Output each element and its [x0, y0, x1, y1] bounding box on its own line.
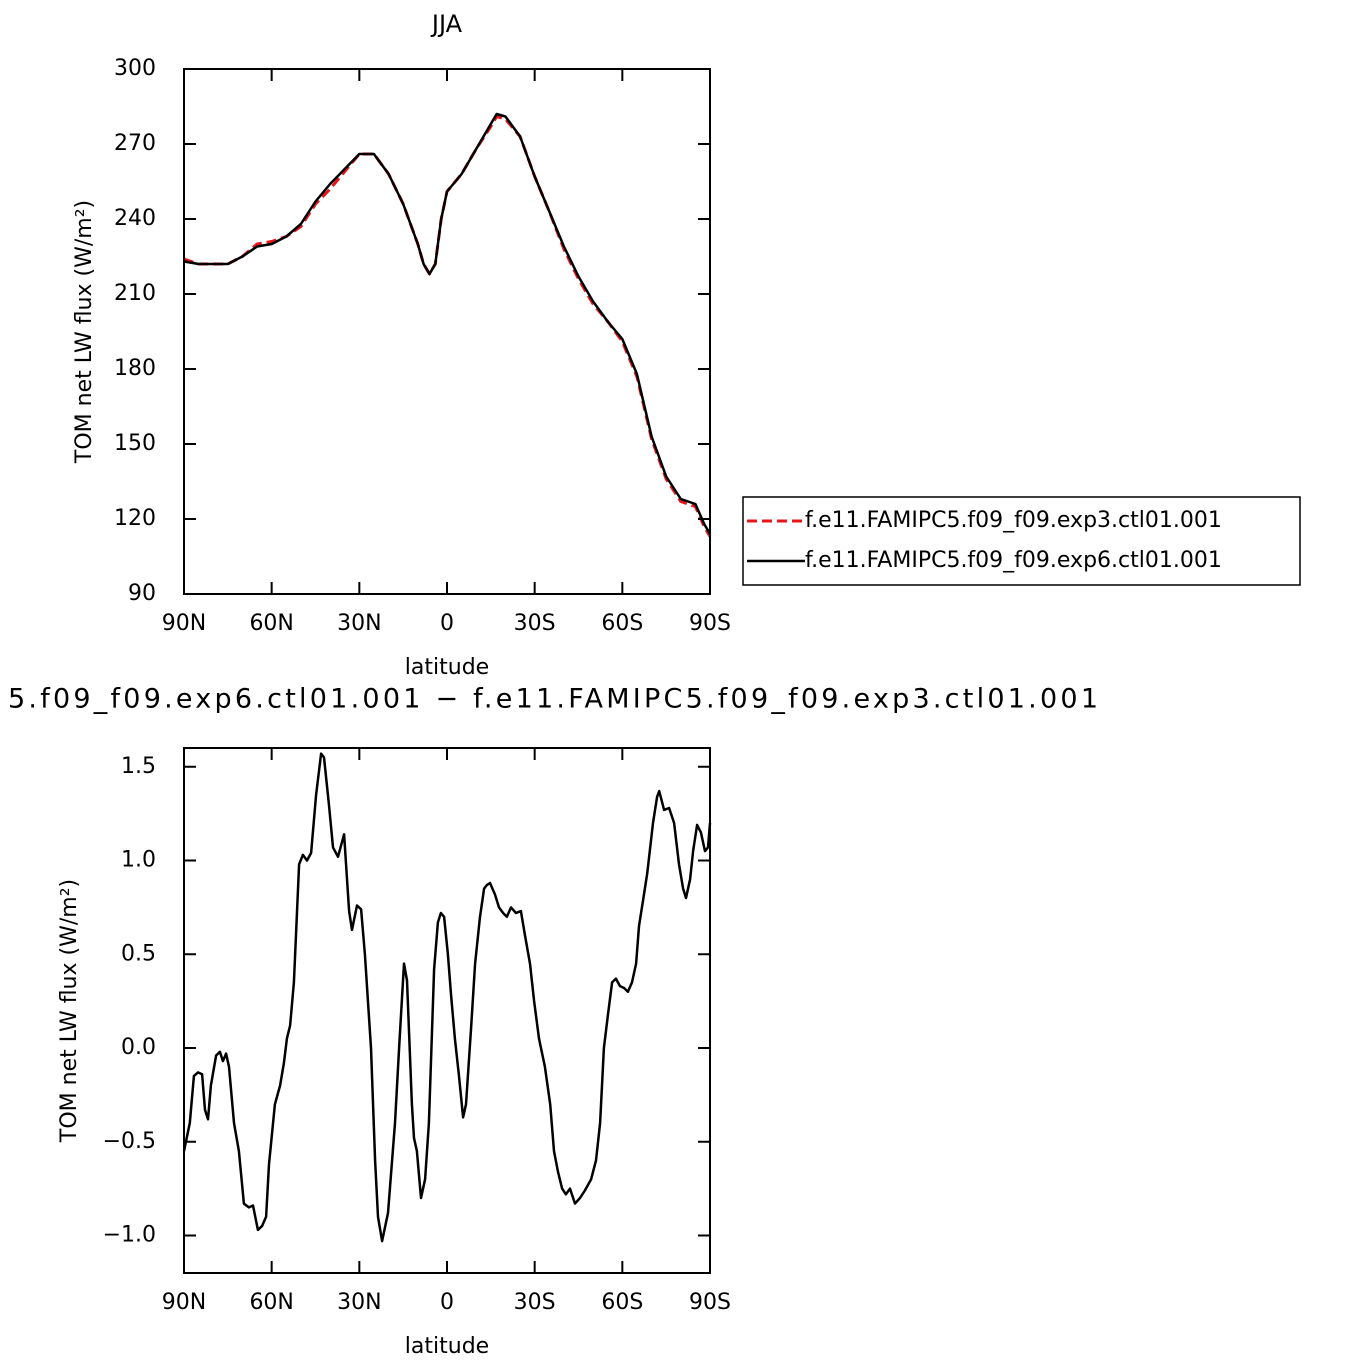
y-tick-label: 1.5 — [121, 754, 156, 779]
y-tick-label: 180 — [114, 356, 156, 381]
x-tick-label: 0 — [440, 611, 454, 636]
y-tick-label: 0.5 — [121, 941, 156, 966]
y-tick-label: 210 — [114, 281, 156, 306]
x-tick-label: 90N — [162, 1290, 206, 1315]
y-axis-label: TOM net LW flux (W/m²) — [72, 200, 97, 464]
x-tick-label: 60N — [249, 1290, 293, 1315]
y-tick-label: −0.5 — [103, 1129, 156, 1154]
legend-box — [742, 496, 1301, 586]
x-tick-label: 60S — [601, 611, 643, 636]
x-tick-label: 30N — [337, 611, 381, 636]
x-tick-label: 90N — [162, 611, 206, 636]
y-axis-label: TOM net LW flux (W/m²) — [57, 879, 82, 1143]
chart-title: 5.f09_f09.exp6.ctl01.001 − f.e11.FAMIPC5… — [8, 684, 1098, 715]
y-tick-label: −1.0 — [103, 1223, 156, 1248]
plot-frame — [183, 747, 711, 1274]
x-tick-label: 90S — [689, 1290, 731, 1315]
plot-frame — [183, 68, 711, 595]
x-tick-label: 30S — [514, 611, 556, 636]
y-tick-label: 90 — [128, 581, 156, 606]
y-tick-label: 0.0 — [121, 1035, 156, 1060]
data-line — [183, 112, 712, 535]
y-tick-label: 1.0 — [121, 848, 156, 873]
data-line — [183, 115, 712, 538]
y-tick-label: 150 — [114, 431, 156, 456]
x-axis-label: latitude — [405, 1334, 489, 1359]
x-axis-label: latitude — [405, 655, 489, 680]
y-tick-label: 120 — [114, 506, 156, 531]
legend-label: f.e11.FAMIPC5.f09_f09.exp3.ctl01.001 — [805, 508, 1222, 533]
data-line — [182, 752, 712, 1243]
chart-title: JJA — [430, 10, 463, 38]
x-tick-label: 60N — [249, 611, 293, 636]
legend-label: f.e11.FAMIPC5.f09_f09.exp6.ctl01.001 — [805, 548, 1222, 573]
y-tick-label: 300 — [114, 56, 156, 81]
x-tick-label: 0 — [440, 1290, 454, 1315]
x-tick-label: 90S — [689, 611, 731, 636]
y-tick-label: 240 — [114, 206, 156, 231]
x-tick-label: 60S — [601, 1290, 643, 1315]
y-tick-label: 270 — [114, 131, 156, 156]
x-tick-label: 30S — [514, 1290, 556, 1315]
x-tick-label: 30N — [337, 1290, 381, 1315]
